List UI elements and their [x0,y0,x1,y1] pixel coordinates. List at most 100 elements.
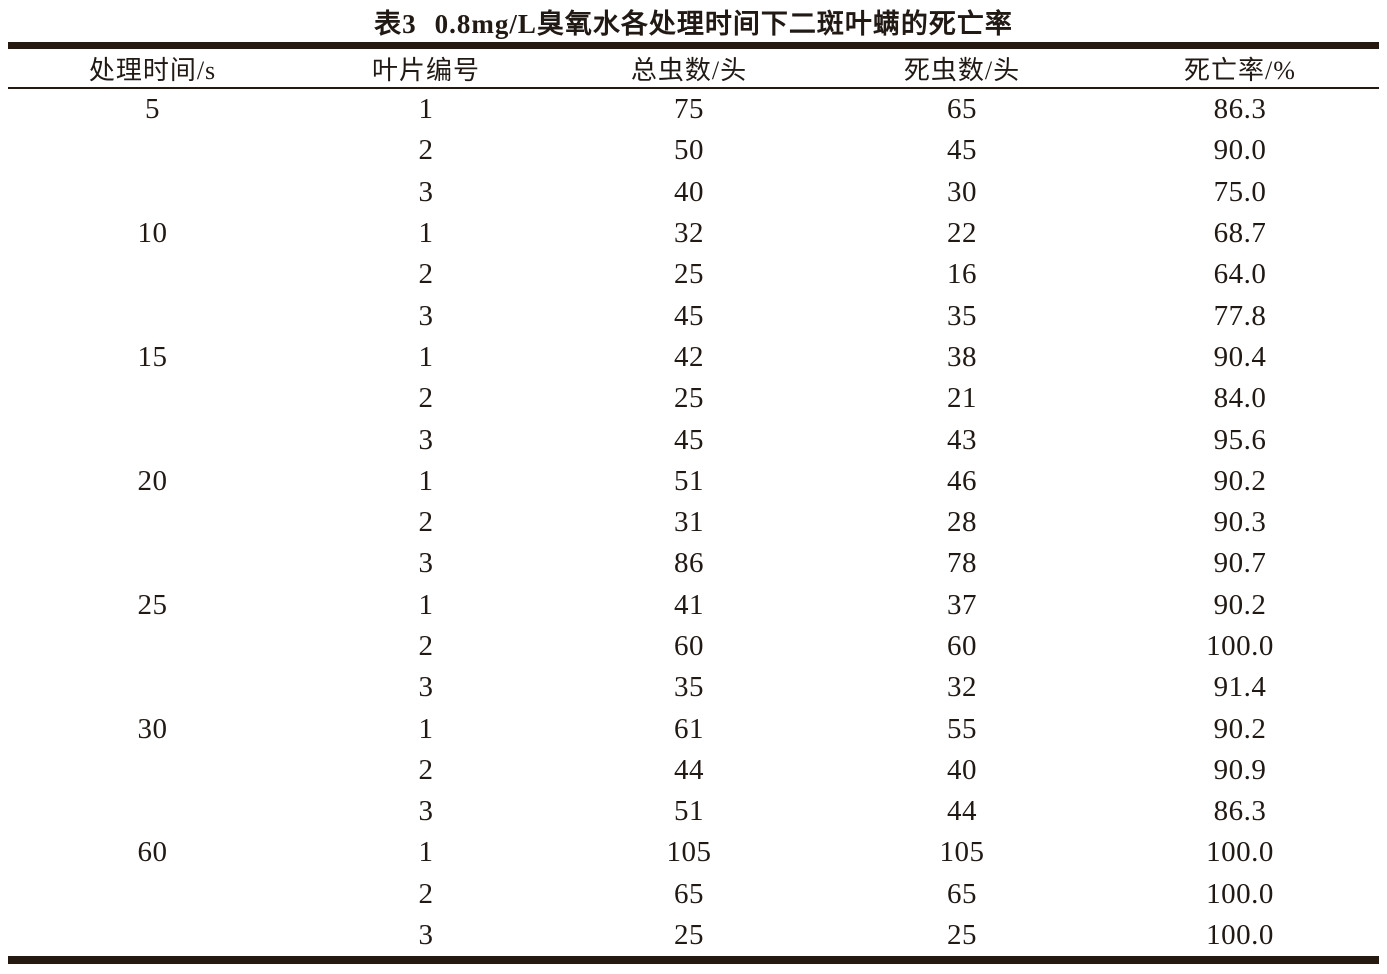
table-row: 3 45 35 77.8 [8,295,1379,336]
table-cell: 3 [418,795,434,828]
table-row: 2 50 45 90.0 [8,130,1379,171]
table-cell: 25 [674,382,704,415]
table-cell: 68.7 [1213,217,1267,250]
table-cell: 100.0 [1206,919,1274,952]
table-cell: 90.7 [1213,547,1267,580]
table-cell: 91.4 [1213,671,1267,704]
table-cell: 2 [418,877,434,910]
table-cell: 86.3 [1213,795,1267,828]
table-cell: 90.0 [1213,134,1267,167]
table-cell: 45 [674,299,704,332]
table-cell: 46 [947,464,977,497]
table-row: 10 1 32 22 68.7 [8,213,1379,254]
table-cell [8,915,297,956]
table-cell: 1 [418,93,434,126]
top-rule [8,42,1379,49]
table-cell: 90.9 [1213,753,1267,786]
table-cell: 35 [947,299,977,332]
table-cell: 3 [418,175,434,208]
table-cell: 32 [674,217,704,250]
table-cell: 31 [674,506,704,539]
column-header: 总虫数/头 [555,49,823,89]
table-row: 25 1 41 37 90.2 [8,585,1379,626]
table-cell: 3 [418,299,434,332]
table-cell: 90.2 [1213,588,1267,621]
table-cell: 35 [674,671,704,704]
table-cell: 77.8 [1213,299,1267,332]
table-row: 60 1 105 105 100.0 [8,832,1379,873]
table-cell: 105 [666,836,712,869]
table-cell: 2 [418,506,434,539]
column-header: 处理时间/s [8,49,297,89]
table-cell: 38 [947,340,977,373]
table-cell: 105 [939,836,985,869]
table-row: 3 51 44 86.3 [8,791,1379,832]
table-cell: 2 [418,630,434,662]
table-cell: 90.2 [1213,712,1267,745]
table-cell: 1 [418,464,434,497]
table-cell: 43 [947,423,977,456]
table-cell: 65 [947,93,977,126]
table-cell: 86 [674,547,704,580]
table-cell: 44 [674,753,704,786]
table-cell [8,172,297,213]
table-cell [8,543,297,584]
table-cell [8,750,297,791]
table-cell: 3 [418,919,434,952]
table-cell: 95.6 [1213,423,1267,456]
table-cell: 60 [947,630,977,662]
table-number-label: 表3 [374,8,417,39]
table-cell: 64.0 [1213,258,1267,291]
table-cell [8,791,297,832]
table-cell [8,502,297,543]
table-cell: 60 [674,630,704,662]
table-cell: 30 [947,175,977,208]
table-cell: 45 [947,134,977,167]
table-cell: 78 [947,547,977,580]
table-row: 3 86 78 90.7 [8,543,1379,584]
table-cell: 1 [418,217,434,250]
table-cell: 2 [418,753,434,786]
table-cell [8,874,297,915]
table-row: 2 25 16 64.0 [8,254,1379,295]
table-cell: 2 [418,258,434,291]
table-cell: 16 [947,258,977,291]
table-cell: 84.0 [1213,382,1267,415]
table-row: 2 25 21 84.0 [8,378,1379,419]
table-cell: 100.0 [1206,630,1274,662]
table-cell: 60 [137,836,168,869]
table-cell: 1 [418,712,434,745]
table-cell: 45 [674,423,704,456]
table-cell: 10 [137,217,168,250]
table-cell: 51 [674,464,704,497]
table-row: 2 44 40 90.9 [8,750,1379,791]
table-row: 3 45 43 95.6 [8,419,1379,460]
table-cell: 25 [947,919,977,952]
table-cell: 28 [947,506,977,539]
table-cell: 3 [418,547,434,580]
table-cell: 90.2 [1213,464,1267,497]
bottom-rule [8,956,1379,965]
table-cell: 30 [137,712,168,745]
table-title: 表3 0.8mg/L臭氧水各处理时间下二斑叶螨的死亡率 [0,0,1387,42]
table-row: 5 1 75 65 86.3 [8,88,1379,130]
table-title-text: 0.8mg/L臭氧水各处理时间下二斑叶螨的死亡率 [434,8,1013,39]
table-cell: 42 [674,340,704,373]
table-cell: 15 [137,340,168,373]
table-row: 3 25 25 100.0 [8,915,1379,956]
table-cell: 90.3 [1213,506,1267,539]
table-cell: 65 [674,877,704,910]
table-cell: 65 [947,877,977,910]
table-row: 2 31 28 90.3 [8,502,1379,543]
table-body: 5 1 75 65 86.3 2 50 45 90.0 3 40 30 75.0 10 1 32 22 68.7 2… [8,88,1379,956]
table-cell [8,626,297,667]
column-header: 死虫数/头 [823,49,1101,89]
table-row: 20 1 51 46 90.2 [8,461,1379,502]
table-cell: 1 [418,836,434,869]
table-cell: 3 [418,671,434,704]
table-cell: 86.3 [1213,93,1267,126]
table-cell: 37 [947,588,977,621]
table-head: 处理时间/s 叶片编号 总虫数/头 死虫数/头 死亡率/% [8,49,1379,89]
table-cell: 40 [674,175,704,208]
